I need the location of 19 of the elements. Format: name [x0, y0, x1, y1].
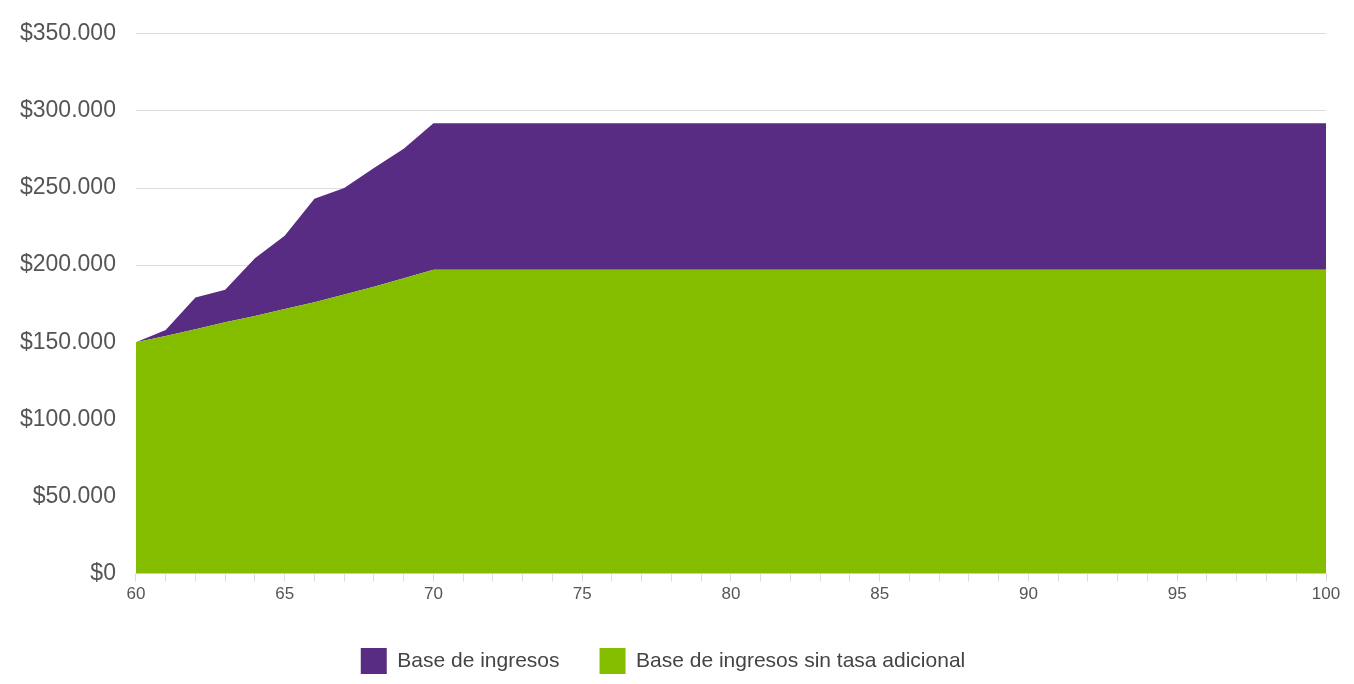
- x-tick-label: 90: [1019, 584, 1038, 604]
- y-tick-label: $0: [90, 558, 116, 585]
- x-tick-label: 75: [572, 584, 592, 604]
- x-tick-label: 70: [423, 584, 443, 604]
- y-tick-label: $350.000: [19, 19, 116, 46]
- x-tick-label: 60: [126, 584, 146, 604]
- y-tick-label: $200.000: [19, 250, 116, 277]
- y-tick-label: $50.000: [32, 481, 116, 508]
- legend-label: Base de ingresos: [397, 647, 560, 671]
- y-tick-label: $100.000: [19, 404, 116, 431]
- y-tick-label: $300.000: [19, 96, 116, 123]
- x-tick-label: 80: [721, 584, 741, 604]
- x-tick-label: 65: [275, 584, 295, 604]
- x-tick-label: 85: [870, 584, 890, 604]
- x-tick-label: 95: [1167, 584, 1187, 604]
- legend-label: Base de ingresos sin tasa adicional: [636, 647, 966, 671]
- y-tick-label: $250.000: [19, 173, 116, 200]
- y-tick-label: $150.000: [19, 327, 116, 354]
- x-tick-label: 100: [1311, 584, 1341, 604]
